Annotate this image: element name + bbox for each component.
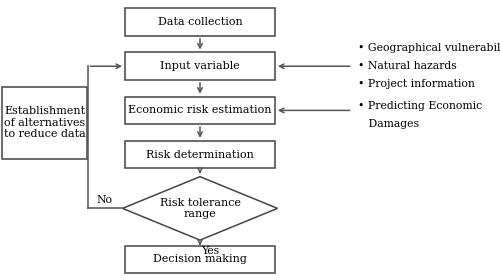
Text: Damages: Damages xyxy=(358,119,418,129)
Text: • Predicting Economic: • Predicting Economic xyxy=(358,101,482,111)
Text: Economic risk estimation: Economic risk estimation xyxy=(128,105,272,115)
Text: Data collection: Data collection xyxy=(158,17,242,27)
Text: • Natural hazards: • Natural hazards xyxy=(358,61,456,71)
Text: Risk determination: Risk determination xyxy=(146,150,254,160)
Text: Establishment
of alternatives
to reduce data: Establishment of alternatives to reduce … xyxy=(4,106,86,139)
Text: • Geographical vulnerability: • Geographical vulnerability xyxy=(358,43,500,53)
Bar xyxy=(125,8,275,36)
Text: Decision making: Decision making xyxy=(153,254,247,264)
Polygon shape xyxy=(122,177,278,240)
Text: Risk tolerance
range: Risk tolerance range xyxy=(160,198,240,219)
Text: Yes: Yes xyxy=(201,246,219,256)
Text: Input variable: Input variable xyxy=(160,61,240,71)
Bar xyxy=(125,52,275,80)
Bar xyxy=(125,97,275,124)
Text: No: No xyxy=(96,195,112,205)
Bar xyxy=(2,87,87,159)
Bar xyxy=(125,246,275,273)
Bar xyxy=(125,141,275,168)
Text: • Project information: • Project information xyxy=(358,79,474,89)
